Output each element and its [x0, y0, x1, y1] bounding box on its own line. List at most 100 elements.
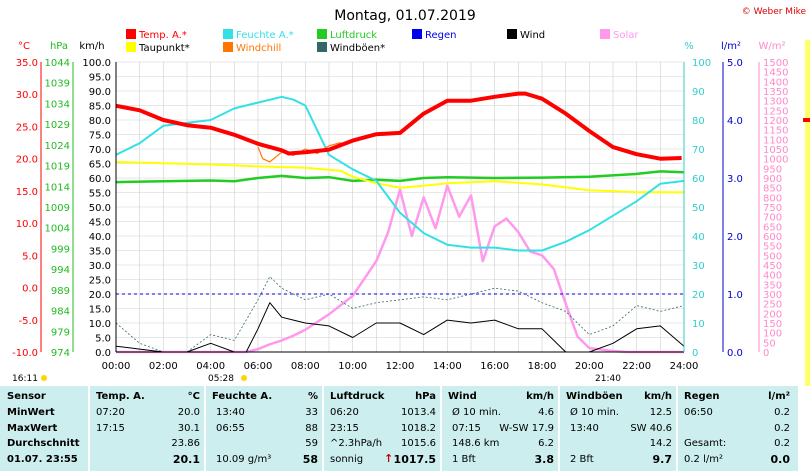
wind-tick-label: 45.0: [89, 218, 111, 229]
stat-rain-time: 0.2 l/m²: [684, 453, 723, 465]
stat-press-time: 06:20: [330, 407, 359, 418]
hum-tick-label: 100: [692, 58, 711, 69]
col-rain: [678, 386, 798, 471]
legend-swatch: [317, 29, 327, 39]
axis-ticks: 35.0 30.0 25.0 20.0 15.0 10.0 5.0 0.0 -5.0 -10.0 1…: [12, 58, 788, 372]
hum-tick-label: 90: [692, 87, 705, 98]
temp-tick-label: -5.0: [18, 316, 38, 327]
series-luftdruck: [115, 170, 685, 184]
legend-swatch: [126, 29, 136, 39]
temp-tick-label: 25.0: [16, 122, 38, 133]
hum-tick-label: 10: [692, 319, 705, 330]
right-edge-temp-mark: [803, 118, 810, 122]
x-tick-label: 00:00: [102, 361, 131, 372]
x-tick-label: 14:00: [433, 361, 462, 372]
copyright: © Weber Mike: [742, 7, 807, 17]
solar-tick-label: 0: [763, 348, 769, 359]
stat-rain-value: 0.2: [774, 438, 790, 449]
stat-press-arrow: ↑: [384, 451, 394, 465]
x-tick-label: 10:00: [338, 361, 367, 372]
stat-wind-value: W-SW 17.9: [499, 422, 554, 434]
legend-swatch: [126, 42, 136, 52]
stat-row-label: 01.07. 23:55: [7, 453, 78, 465]
hdr-gust-unit: km/h: [644, 391, 672, 402]
wind-tick-label: 90.0: [89, 87, 111, 98]
x-tick-label: 20:00: [575, 361, 604, 372]
press-tick-label: 1034: [45, 99, 70, 110]
wind-tick-label: 25.0: [89, 276, 111, 287]
wind-unit: km/h: [79, 41, 104, 52]
hdr-gust: Windböen: [566, 391, 623, 402]
stat-temp-value: 23.86: [171, 438, 200, 449]
legend-label: Feuchte A.*: [236, 30, 294, 41]
hdr-sensor: Sensor: [7, 391, 46, 402]
stat-press-time: sonnig: [330, 453, 364, 465]
legend-label: Temp. A.*: [138, 30, 187, 41]
press-tick-label: 1019: [45, 162, 70, 173]
sunset-time: 21:40: [595, 374, 621, 384]
stat-wind-label: 1 Bft: [452, 453, 476, 465]
x-tick-label: 06:00: [244, 361, 273, 372]
stat-wind-label: Ø 10 min.: [452, 407, 501, 418]
legend-swatch: [223, 42, 233, 52]
rain-tick-label: 0.0: [727, 348, 743, 359]
stat-press-value: 1017.5: [393, 452, 436, 466]
hum-tick-label: 40: [692, 232, 705, 243]
stat-press-time: 23:15: [330, 422, 359, 434]
series-feuchtea: [115, 95, 685, 252]
temp-tick-label: 5.0: [22, 251, 38, 262]
hdr-hum: Feuchte A.: [212, 391, 273, 402]
hum-tick-label: 50: [692, 203, 705, 214]
stat-press-value: 1013.4: [401, 407, 436, 418]
wind-tick-label: 5.0: [95, 334, 111, 345]
stat-rain-value: 0.0: [770, 452, 791, 466]
hdr-temp: Temp. A.: [96, 391, 145, 402]
x-tick-label: 02:00: [149, 361, 178, 372]
col-sensor: [0, 386, 88, 471]
temp-tick-label: 10.0: [16, 219, 38, 230]
solar-tick-label: 1250: [763, 106, 788, 117]
solar-tick-label: 1150: [763, 126, 788, 137]
temp-tick-label: 15.0: [16, 187, 38, 198]
solar-tick-label: 1000: [763, 155, 788, 166]
stat-temp-time: 17:15: [96, 422, 125, 434]
wind-tick-label: 70.0: [89, 145, 111, 156]
temp-unit: °C: [18, 41, 30, 52]
solar-tick-label: 150: [763, 319, 782, 330]
legend-label: Regen: [425, 30, 457, 41]
solar-tick-label: 600: [763, 232, 782, 243]
hdr-press: Luftdruck: [330, 391, 385, 402]
wind-tick-label: 50.0: [89, 203, 111, 214]
stat-hum-value: 88: [305, 422, 318, 434]
hdr-press-unit: hPa: [415, 391, 436, 402]
press-tick-label: 989: [51, 286, 70, 297]
stat-rain-time: 06:50: [684, 407, 713, 418]
col-hum: [206, 386, 322, 471]
stat-wind-value: 4.6: [538, 407, 554, 418]
wind-tick-label: 75.0: [89, 131, 111, 142]
solar-tick-label: 1500: [763, 58, 788, 69]
solar-tick-label: 900: [763, 174, 782, 185]
hdr-wind-unit: km/h: [526, 391, 554, 402]
solar-tick-label: 50: [763, 338, 776, 349]
legend-swatch: [507, 29, 517, 39]
wind-tick-label: 55.0: [89, 189, 111, 200]
sunrise-time: 05:28: [208, 374, 234, 384]
weather-chart: Montag, 01.07.2019 © Weber Mike Temp. A.…: [12, 7, 810, 386]
solar-tick-label: 650: [763, 222, 782, 233]
sun-left-time: 16:11: [12, 374, 38, 384]
wind-tick-label: 10.0: [89, 319, 111, 330]
solar-tick-label: 450: [763, 261, 782, 272]
solar-tick-label: 200: [763, 309, 782, 320]
legend-label: Solar: [613, 30, 639, 41]
plot-frame: [40, 62, 760, 353]
x-tick-label: 04:00: [196, 361, 225, 372]
stat-gust-value: 9.7: [652, 452, 673, 466]
legend-swatch: [412, 29, 422, 39]
sun-marker-left: [41, 375, 47, 381]
chart-title: Montag, 01.07.2019: [334, 8, 476, 24]
col-temp: [90, 386, 204, 471]
wind-tick-label: 95.0: [89, 73, 111, 84]
col-gust: [560, 386, 676, 471]
press-tick-label: 1024: [45, 141, 70, 152]
